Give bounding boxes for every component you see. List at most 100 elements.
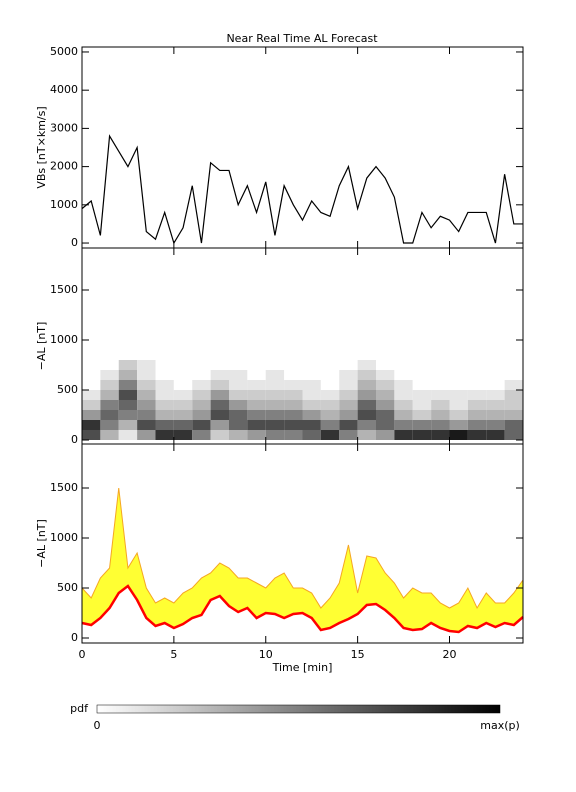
pdf-cell [100,380,119,390]
pdf-cell [394,390,413,400]
pdf-cell [192,400,211,410]
pdf-cell [504,410,523,420]
pdf-cell [302,380,321,390]
pdf-cell [137,400,156,410]
pdf-cell [467,400,487,410]
pdf-cell [82,360,101,370]
pdf-cell [467,360,487,370]
pdf-cell [486,370,505,380]
pdf-cell [339,420,358,430]
x-tick-label: 10 [259,648,273,661]
pdf-cell [118,390,138,400]
pdf-cell [467,380,487,390]
pdf-cell [467,370,487,380]
x-tick-label: 5 [170,648,177,661]
pdf-cell [265,360,285,370]
pdf-cell [486,390,505,400]
pdf-cell [229,380,248,390]
pdf-cell [265,420,285,430]
pdf-cell [192,390,211,400]
pdf-cell [155,420,174,430]
pdf-cell [137,360,156,370]
pdf-cell [467,390,487,400]
pdf-cell [431,420,450,430]
pdf-cell [504,430,523,440]
pdf-cell [192,360,211,370]
pdf-cell [394,380,413,390]
pdf-cell [339,390,358,400]
x-tick-label: 0 [79,648,86,661]
y-tick-label: 2000 [50,160,78,173]
pdf-cell [486,360,505,370]
colorbar-max: max(p) [480,719,520,732]
pdf-cell [357,430,376,440]
pdf-cell [339,430,358,440]
pdf-cell [357,370,376,380]
pdf-cell [412,430,432,440]
y-tick-label: 1500 [50,481,78,494]
pdf-cell [82,380,101,390]
pdf-cell [467,410,487,420]
y-tick-label: 4000 [50,83,78,96]
pdf-cell [210,400,229,410]
data-line [81,134,523,245]
plot-frame [81,46,524,249]
pdf-cell [504,370,523,380]
pdf-cell [265,390,285,400]
pdf-cell [265,430,285,440]
pdf-cell [320,420,340,430]
pdf-cell [394,370,413,380]
pdf-cell [376,410,395,420]
pdf-cell [320,370,340,380]
pdf-cell [118,380,138,390]
pdf-cell [394,400,413,410]
pdf-cell [431,400,450,410]
pdf-cell [320,390,340,400]
pdf-cell [412,370,432,380]
pdf-cell [82,420,101,430]
pdf-cell [118,420,138,430]
pdf-cell [284,430,303,440]
pdf-cell [449,420,468,430]
pdf-cell [137,430,156,440]
pdf-cell [229,390,248,400]
pdf-cell [486,430,505,440]
pdf-cell [265,400,285,410]
pdf-cell [210,390,229,400]
pdf-cell [118,410,138,420]
pdf-cell [137,380,156,390]
pdf-cell [210,360,229,370]
pdf-cell [431,360,450,370]
pdf-cell [412,380,432,390]
pdf-cell [210,370,229,380]
pdf-cell [449,410,468,420]
pdf-cell [284,380,303,390]
pdf-cell [192,410,211,420]
pdf-cell [100,360,119,370]
pdf-cell [100,420,119,430]
pdf-cell [284,400,303,410]
pdf-cell [82,370,101,380]
pdf-cell [320,360,340,370]
pdf-cell [229,420,248,430]
pdf-cell [210,420,229,430]
pdf-cell [82,400,101,410]
pdf-cell [284,410,303,420]
pdf-cell [118,400,138,410]
y-tick-label: 500 [57,581,78,594]
pdf-cell [173,370,193,380]
pdf-cell [449,360,468,370]
pdf-cell [229,360,248,370]
pdf-cell [210,380,229,390]
pdf-cell [504,400,523,410]
pdf-cell [247,420,266,430]
y-axis-label: −AL [nT] [35,322,48,371]
x-tick-label: 15 [351,648,365,661]
pdf-cell [82,430,101,440]
pdf-cell [284,390,303,400]
y-axis-label: VBs [nT×km/s] [35,106,48,188]
pdf-cell [357,390,376,400]
pdf-cell [320,380,340,390]
pdf-cell [504,380,523,390]
pdf-cell [192,370,211,380]
